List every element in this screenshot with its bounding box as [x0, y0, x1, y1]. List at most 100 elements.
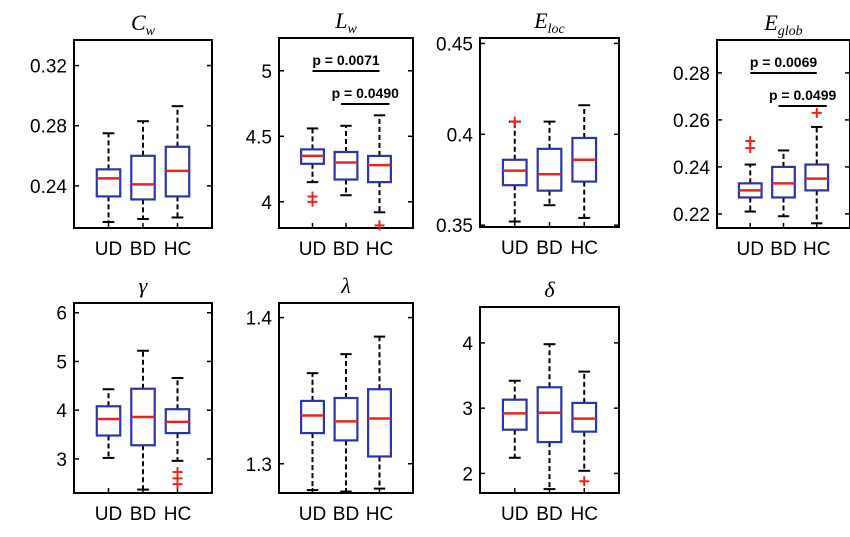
box-iqr: [536, 386, 563, 444]
y-tick-label: 4.5: [246, 127, 272, 148]
x-tick-label: HC: [366, 239, 393, 260]
y-tick-label: 2: [462, 464, 473, 485]
box-UD: [300, 372, 325, 492]
y-tick-label: 0.28: [30, 117, 67, 138]
panel-3: 0.35 0.4 0.45 UD BD HC Eloc: [436, 8, 620, 259]
y-tick-label: 3: [462, 399, 473, 420]
x-tick-label: UD: [501, 238, 528, 259]
x-tick-label: BD: [536, 238, 562, 259]
box-HC: [164, 377, 191, 490]
box-iqr: [501, 398, 528, 431]
y-tick-label: 0.26: [673, 111, 710, 132]
panel-7: 2 3 4 UD BD HC δ: [462, 277, 620, 525]
outlier-marker: [307, 196, 318, 207]
box-iqr: [571, 401, 598, 433]
box-HC: [571, 104, 598, 219]
panel-title-subscript: glob: [778, 24, 803, 39]
box-UD: [300, 127, 325, 207]
box-iqr: [333, 150, 359, 181]
box-HC: [804, 107, 830, 225]
x-tick-label: HC: [164, 239, 191, 260]
y-tick-label: 3: [56, 450, 67, 471]
box-UD: [501, 379, 528, 459]
box-BD: [536, 120, 563, 207]
y-tick-label: 0.32: [30, 57, 67, 78]
box-HC: [164, 105, 191, 219]
y-tick-label: 4: [261, 193, 272, 214]
y-tick-label: 0.45: [436, 34, 473, 55]
y-tick-label: 6: [56, 304, 67, 325]
box-iqr: [501, 158, 528, 187]
outlier-marker: [579, 476, 590, 487]
box-BD: [130, 349, 156, 491]
panel-title-main: δ: [544, 277, 555, 302]
panel-title-subscript: loc: [548, 22, 566, 37]
box-iqr: [536, 147, 563, 192]
panel-title-main: γ: [139, 273, 149, 298]
box-iqr: [367, 388, 392, 458]
box-iqr: [300, 399, 325, 435]
box-UD: [95, 132, 122, 223]
x-tick-label: HC: [366, 504, 393, 525]
box-HC: [367, 335, 392, 490]
panel-title-main: C: [131, 10, 146, 35]
y-tick-label: 0.28: [673, 64, 710, 85]
x-tick-label: BD: [333, 239, 359, 260]
outlier-marker: [374, 220, 385, 231]
x-tick-label: BD: [536, 504, 562, 525]
y-tick-label: 5: [261, 62, 272, 83]
panel-title: Eloc: [533, 8, 565, 37]
x-tick-label: UD: [299, 504, 326, 525]
y-tick-label: 1.3: [246, 455, 272, 476]
outlier-marker: [509, 116, 520, 127]
significance-label: p = 0.0071: [312, 52, 380, 68]
outlier-marker: [745, 136, 756, 147]
significance-label: p = 0.0499: [769, 87, 837, 103]
x-tick-label: UD: [299, 239, 326, 260]
x-tick-label: UD: [501, 504, 528, 525]
panel-title-subscript: w: [146, 24, 156, 39]
x-tick-label: BD: [333, 504, 359, 525]
panel-title-subscript: w: [347, 22, 357, 37]
box-UD: [737, 136, 763, 213]
x-tick-label: HC: [571, 238, 598, 259]
y-tick-label: 4: [462, 334, 473, 355]
x-tick-label: BD: [770, 239, 796, 260]
y-tick-label: 0.22: [673, 205, 710, 226]
x-tick-label: UD: [737, 239, 764, 260]
box-UD: [95, 388, 122, 459]
box-BD: [771, 149, 796, 218]
box-iqr: [95, 168, 122, 198]
x-tick-label: BD: [130, 239, 156, 260]
y-tick-label: 0.35: [436, 216, 473, 237]
panel-title: Lw: [334, 8, 357, 37]
y-tick-label: 4: [56, 401, 67, 422]
box-BD: [536, 343, 563, 491]
panel-title: Eglob: [763, 10, 802, 39]
panel-1: 0.24 0.28 0.32 UD BD HC Cw: [30, 10, 213, 260]
y-tick-label: 0.24: [673, 158, 710, 179]
y-tick-label: 5: [56, 352, 67, 373]
outlier-marker: [172, 479, 183, 490]
y-tick-label: 1.4: [246, 309, 273, 330]
box-BD: [130, 120, 156, 220]
significance-label: p = 0.0069: [750, 54, 818, 70]
x-tick-label: HC: [571, 504, 598, 525]
x-tick-label: UD: [95, 239, 122, 260]
x-tick-label: UD: [95, 504, 122, 525]
box-UD: [501, 116, 528, 223]
panel-5: 3 4 5 6 UD BD HC γ: [56, 273, 213, 525]
panel-4: 0.22 0.24 0.26 0.28 UD BD HC Eglob p = 0.0069 p =…: [673, 10, 850, 260]
y-tick-label: 0.4: [447, 125, 474, 146]
box-iqr: [95, 405, 122, 437]
panel-2: 4 4.5 5 UD BD HC Lw p = 0.0071 p = 0.0490: [246, 8, 414, 260]
box-BD: [333, 353, 359, 493]
y-tick-label: 0.24: [30, 177, 67, 198]
panel-title-main: L: [334, 8, 347, 33]
x-tick-label: HC: [164, 504, 191, 525]
significance-label: p = 0.0490: [332, 85, 400, 101]
x-tick-label: HC: [803, 239, 830, 260]
panel-title: γ: [139, 273, 149, 298]
panel-title: δ: [544, 277, 555, 302]
panel-title: λ: [340, 273, 351, 298]
